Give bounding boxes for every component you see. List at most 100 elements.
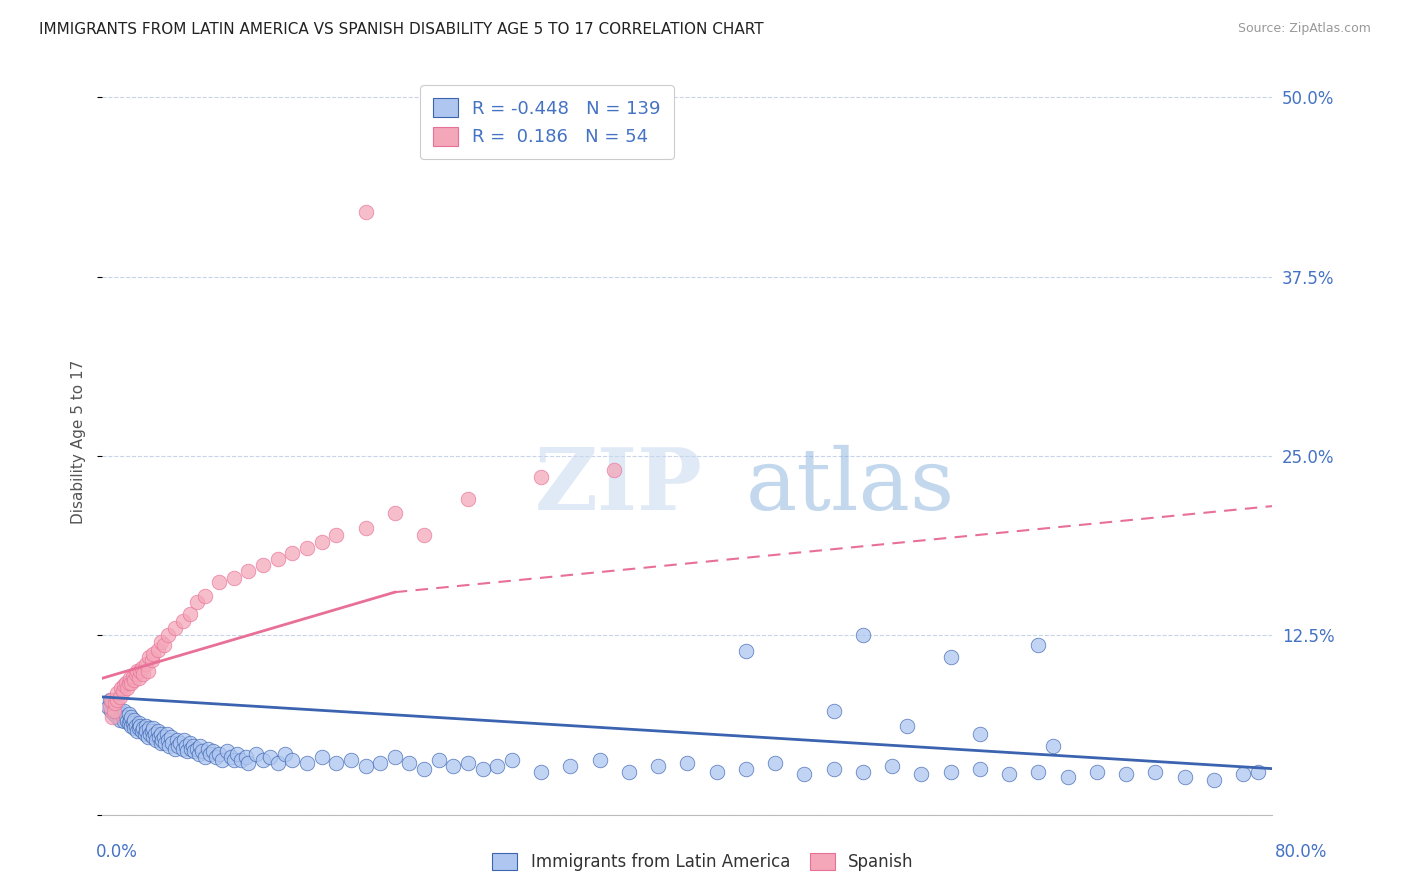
- Point: [117, 715, 139, 730]
- Point: [124, 722, 146, 736]
- Point: [122, 715, 145, 730]
- Point: [267, 552, 290, 566]
- Point: [441, 758, 464, 772]
- Point: [169, 736, 191, 750]
- Point: [603, 463, 626, 477]
- Point: [110, 681, 132, 696]
- Point: [225, 747, 247, 762]
- Point: [166, 733, 188, 747]
- Point: [108, 704, 131, 718]
- Point: [112, 678, 135, 692]
- Point: [143, 727, 166, 741]
- Point: [354, 758, 377, 772]
- Point: [136, 730, 159, 744]
- Point: [311, 750, 333, 764]
- Point: [112, 704, 135, 718]
- Point: [281, 546, 304, 560]
- Point: [149, 635, 172, 649]
- Point: [295, 756, 318, 770]
- Point: [969, 762, 991, 776]
- Point: [530, 764, 553, 779]
- Point: [108, 690, 131, 704]
- Point: [152, 638, 174, 652]
- Point: [122, 670, 145, 684]
- Point: [127, 664, 149, 678]
- Point: [197, 741, 219, 756]
- Point: [111, 710, 134, 724]
- Point: [150, 733, 173, 747]
- Point: [763, 756, 786, 770]
- Point: [186, 741, 208, 756]
- Point: [165, 621, 187, 635]
- Point: [852, 764, 875, 779]
- Point: [181, 739, 204, 753]
- Point: [97, 700, 120, 714]
- Point: [121, 675, 143, 690]
- Point: [121, 718, 143, 732]
- Point: [186, 595, 208, 609]
- Point: [117, 675, 139, 690]
- Point: [100, 704, 122, 718]
- Point: [167, 739, 190, 753]
- Point: [118, 671, 141, 685]
- Point: [141, 652, 163, 666]
- Point: [211, 753, 233, 767]
- Point: [939, 764, 962, 779]
- Point: [354, 521, 377, 535]
- Text: ZIP: ZIP: [536, 444, 703, 528]
- Point: [259, 750, 281, 764]
- Point: [202, 744, 225, 758]
- Point: [354, 205, 377, 219]
- Point: [128, 671, 150, 685]
- Point: [157, 628, 180, 642]
- Point: [115, 681, 138, 696]
- Point: [108, 713, 131, 727]
- Point: [530, 470, 553, 484]
- Point: [910, 767, 932, 781]
- Point: [129, 718, 152, 732]
- Point: [222, 753, 245, 767]
- Point: [172, 614, 194, 628]
- Point: [98, 700, 121, 714]
- Point: [647, 758, 669, 772]
- Point: [457, 756, 479, 770]
- Point: [135, 724, 157, 739]
- Point: [176, 744, 198, 758]
- Point: [340, 753, 363, 767]
- Point: [1028, 638, 1050, 652]
- Text: Source: ZipAtlas.com: Source: ZipAtlas.com: [1237, 22, 1371, 36]
- Point: [238, 564, 260, 578]
- Point: [427, 753, 450, 767]
- Point: [560, 758, 582, 772]
- Point: [617, 764, 640, 779]
- Point: [267, 756, 290, 770]
- Point: [152, 730, 174, 744]
- Point: [252, 558, 274, 572]
- Point: [222, 571, 245, 585]
- Point: [162, 736, 184, 750]
- Point: [112, 714, 135, 729]
- Point: [311, 535, 333, 549]
- Point: [142, 722, 165, 736]
- Point: [325, 756, 347, 770]
- Text: 0.0%: 0.0%: [96, 843, 138, 861]
- Point: [231, 753, 253, 767]
- Point: [823, 762, 845, 776]
- Point: [1247, 764, 1270, 779]
- Point: [413, 528, 436, 542]
- Point: [1174, 770, 1197, 784]
- Point: [676, 756, 699, 770]
- Point: [134, 727, 156, 741]
- Point: [139, 727, 162, 741]
- Point: [208, 575, 231, 590]
- Point: [793, 767, 815, 781]
- Point: [101, 696, 124, 710]
- Point: [187, 747, 209, 762]
- Point: [1028, 764, 1050, 779]
- Point: [105, 710, 128, 724]
- Point: [165, 741, 187, 756]
- Point: [159, 739, 181, 753]
- Point: [208, 747, 231, 762]
- Point: [125, 667, 148, 681]
- Point: [588, 753, 610, 767]
